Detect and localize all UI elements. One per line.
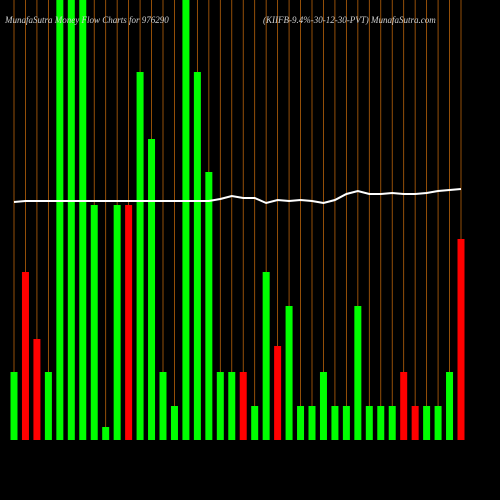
bar [228, 372, 236, 440]
bar [423, 406, 431, 440]
bar [342, 406, 350, 440]
bar [21, 272, 29, 440]
bar [216, 372, 224, 440]
bar [308, 406, 316, 440]
bar [90, 205, 98, 440]
bar [239, 372, 247, 440]
bar [148, 139, 156, 440]
bar [79, 0, 87, 440]
bar [159, 372, 167, 440]
bar [67, 0, 75, 440]
bar [388, 406, 396, 440]
bar [274, 346, 282, 440]
bar [136, 72, 144, 440]
bar [102, 427, 110, 440]
bar [446, 372, 454, 440]
bar [354, 306, 362, 440]
bar [33, 339, 41, 440]
bar [262, 272, 270, 440]
bar [319, 372, 327, 440]
bar [251, 406, 259, 440]
bar [182, 0, 190, 440]
lines [13, 188, 462, 205]
bar [377, 406, 385, 440]
bar [285, 306, 293, 440]
bar [113, 205, 121, 440]
bar [125, 205, 133, 440]
bar [193, 72, 201, 440]
bar [365, 406, 373, 440]
flow-line [13, 188, 462, 205]
bar [205, 172, 213, 440]
bar [411, 406, 419, 440]
chart-title: MunafaSutra Money Flow Charts for 976290 [4, 15, 169, 25]
bar [331, 406, 339, 440]
bar [400, 372, 408, 440]
bar [297, 406, 305, 440]
chart-subtitle: (KIIFB-9.4%-30-12-30-PVT) MunafaSutra.co… [263, 15, 436, 25]
bar [56, 0, 64, 440]
bar [170, 406, 178, 440]
bar [457, 239, 465, 440]
bars [10, 0, 465, 440]
bar [44, 372, 52, 440]
bar [434, 406, 442, 440]
bar [10, 372, 18, 440]
